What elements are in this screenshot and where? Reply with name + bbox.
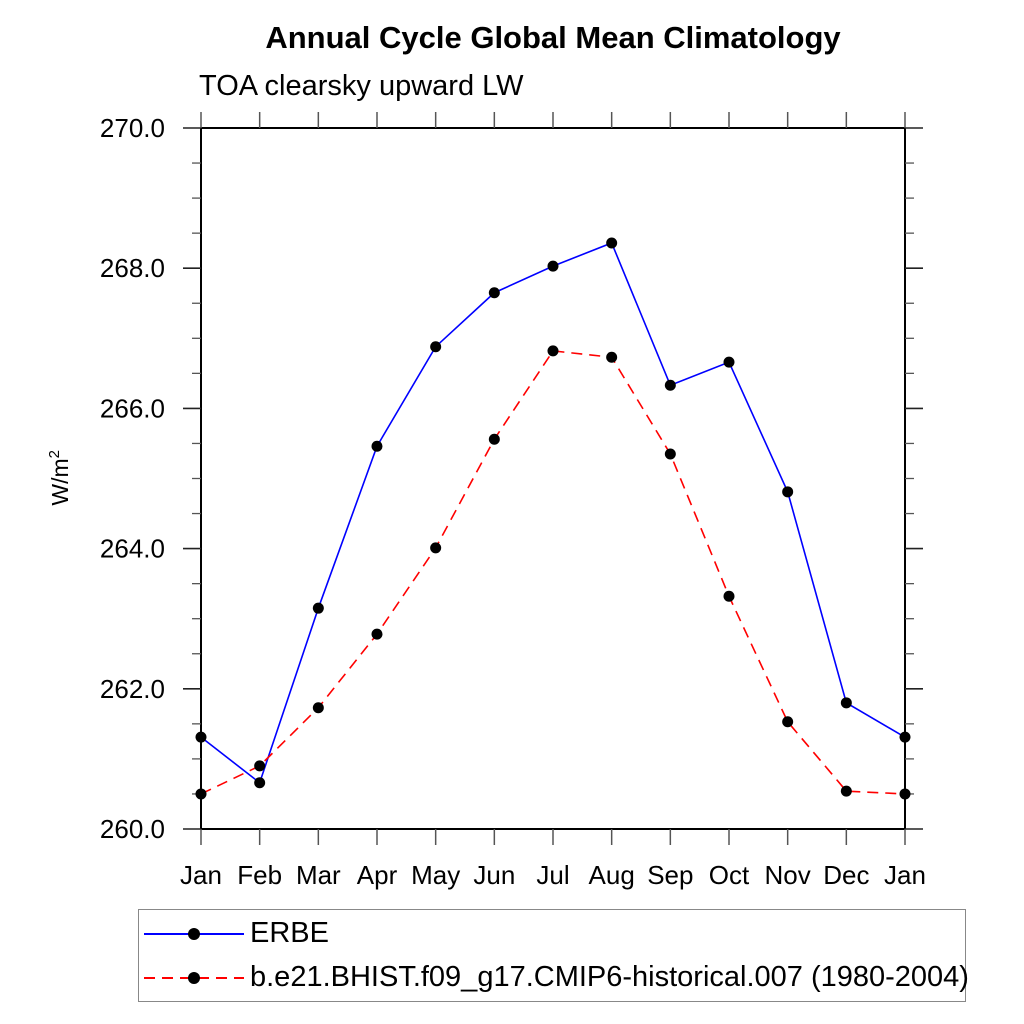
y-tick-label: 268.0 [100,253,165,283]
data-point-erbe [430,341,442,353]
data-point-erbe [254,777,266,789]
data-point-model [254,760,266,772]
y-axis-label: W/m2 [46,398,74,558]
y-axis-label-base: W/m [46,458,73,506]
y-tick-label: 264.0 [100,534,165,564]
chart-subtitle: TOA clearsky upward LW [199,70,524,102]
data-point-model [606,351,618,363]
x-tick-label: Jan [180,860,222,890]
legend-label-erbe: ERBE [250,917,329,949]
x-tick-label: Dec [823,860,869,890]
y-tick-label: 262.0 [100,674,165,704]
legend-marker-dot [188,971,200,984]
y-tick-label: 270.0 [100,113,165,143]
data-point-erbe [840,697,852,709]
data-point-erbe [488,287,500,299]
x-tick-label: Nov [765,860,811,890]
x-tick-label: May [411,860,460,890]
data-point-erbe [371,440,383,452]
data-point-model [430,542,442,554]
series-line-erbe [200,241,906,785]
data-point-erbe [312,602,324,614]
data-point-model [371,628,383,640]
legend-sample-erbe [144,927,244,940]
data-point-model [664,448,676,460]
x-tick-label: Jun [473,860,515,890]
data-point-erbe [899,731,911,743]
data-point-model [312,702,324,714]
x-tick-label: Jul [536,860,569,890]
x-tick-label: Sep [647,860,693,890]
y-tick-label: 260.0 [100,814,165,844]
legend-row-erbe: ERBE [139,914,965,954]
legend-box: ERBE b.e21.BHIST.f09_g17.CMIP6-historica… [138,909,969,1002]
data-point-erbe [782,486,794,498]
data-point-erbe [195,731,207,743]
data-point-model [547,345,559,357]
x-tick-label: Oct [709,860,750,890]
data-point-erbe [664,379,676,391]
series-line-model [200,350,906,795]
legend-label-model: b.e21.BHIST.f09_g17.CMIP6-historical.007… [250,961,969,993]
y-axis-label-exponent: 2 [46,450,64,459]
data-point-model [899,788,911,800]
legend-row-model: b.e21.BHIST.f09_g17.CMIP6-historical.007… [139,958,969,998]
data-point-model [195,788,207,800]
data-point-model [488,433,500,445]
x-tick-label: Aug [589,860,635,890]
legend-marker-dot [188,927,200,940]
x-tick-label: Feb [237,860,282,890]
chart-title: Annual Cycle Global Mean Climatology [265,20,841,55]
data-point-erbe [547,260,559,272]
x-tick-label: Jan [884,860,926,890]
plot-frame [200,127,906,830]
y-tick-label: 266.0 [100,393,165,423]
legend-sample-model [144,971,244,984]
data-point-model [782,716,794,728]
data-point-erbe [723,356,735,368]
data-point-model [723,590,735,602]
data-point-erbe [606,237,618,249]
x-tick-label: Apr [357,860,398,890]
data-point-model [840,785,852,797]
x-tick-label: Mar [296,860,341,890]
